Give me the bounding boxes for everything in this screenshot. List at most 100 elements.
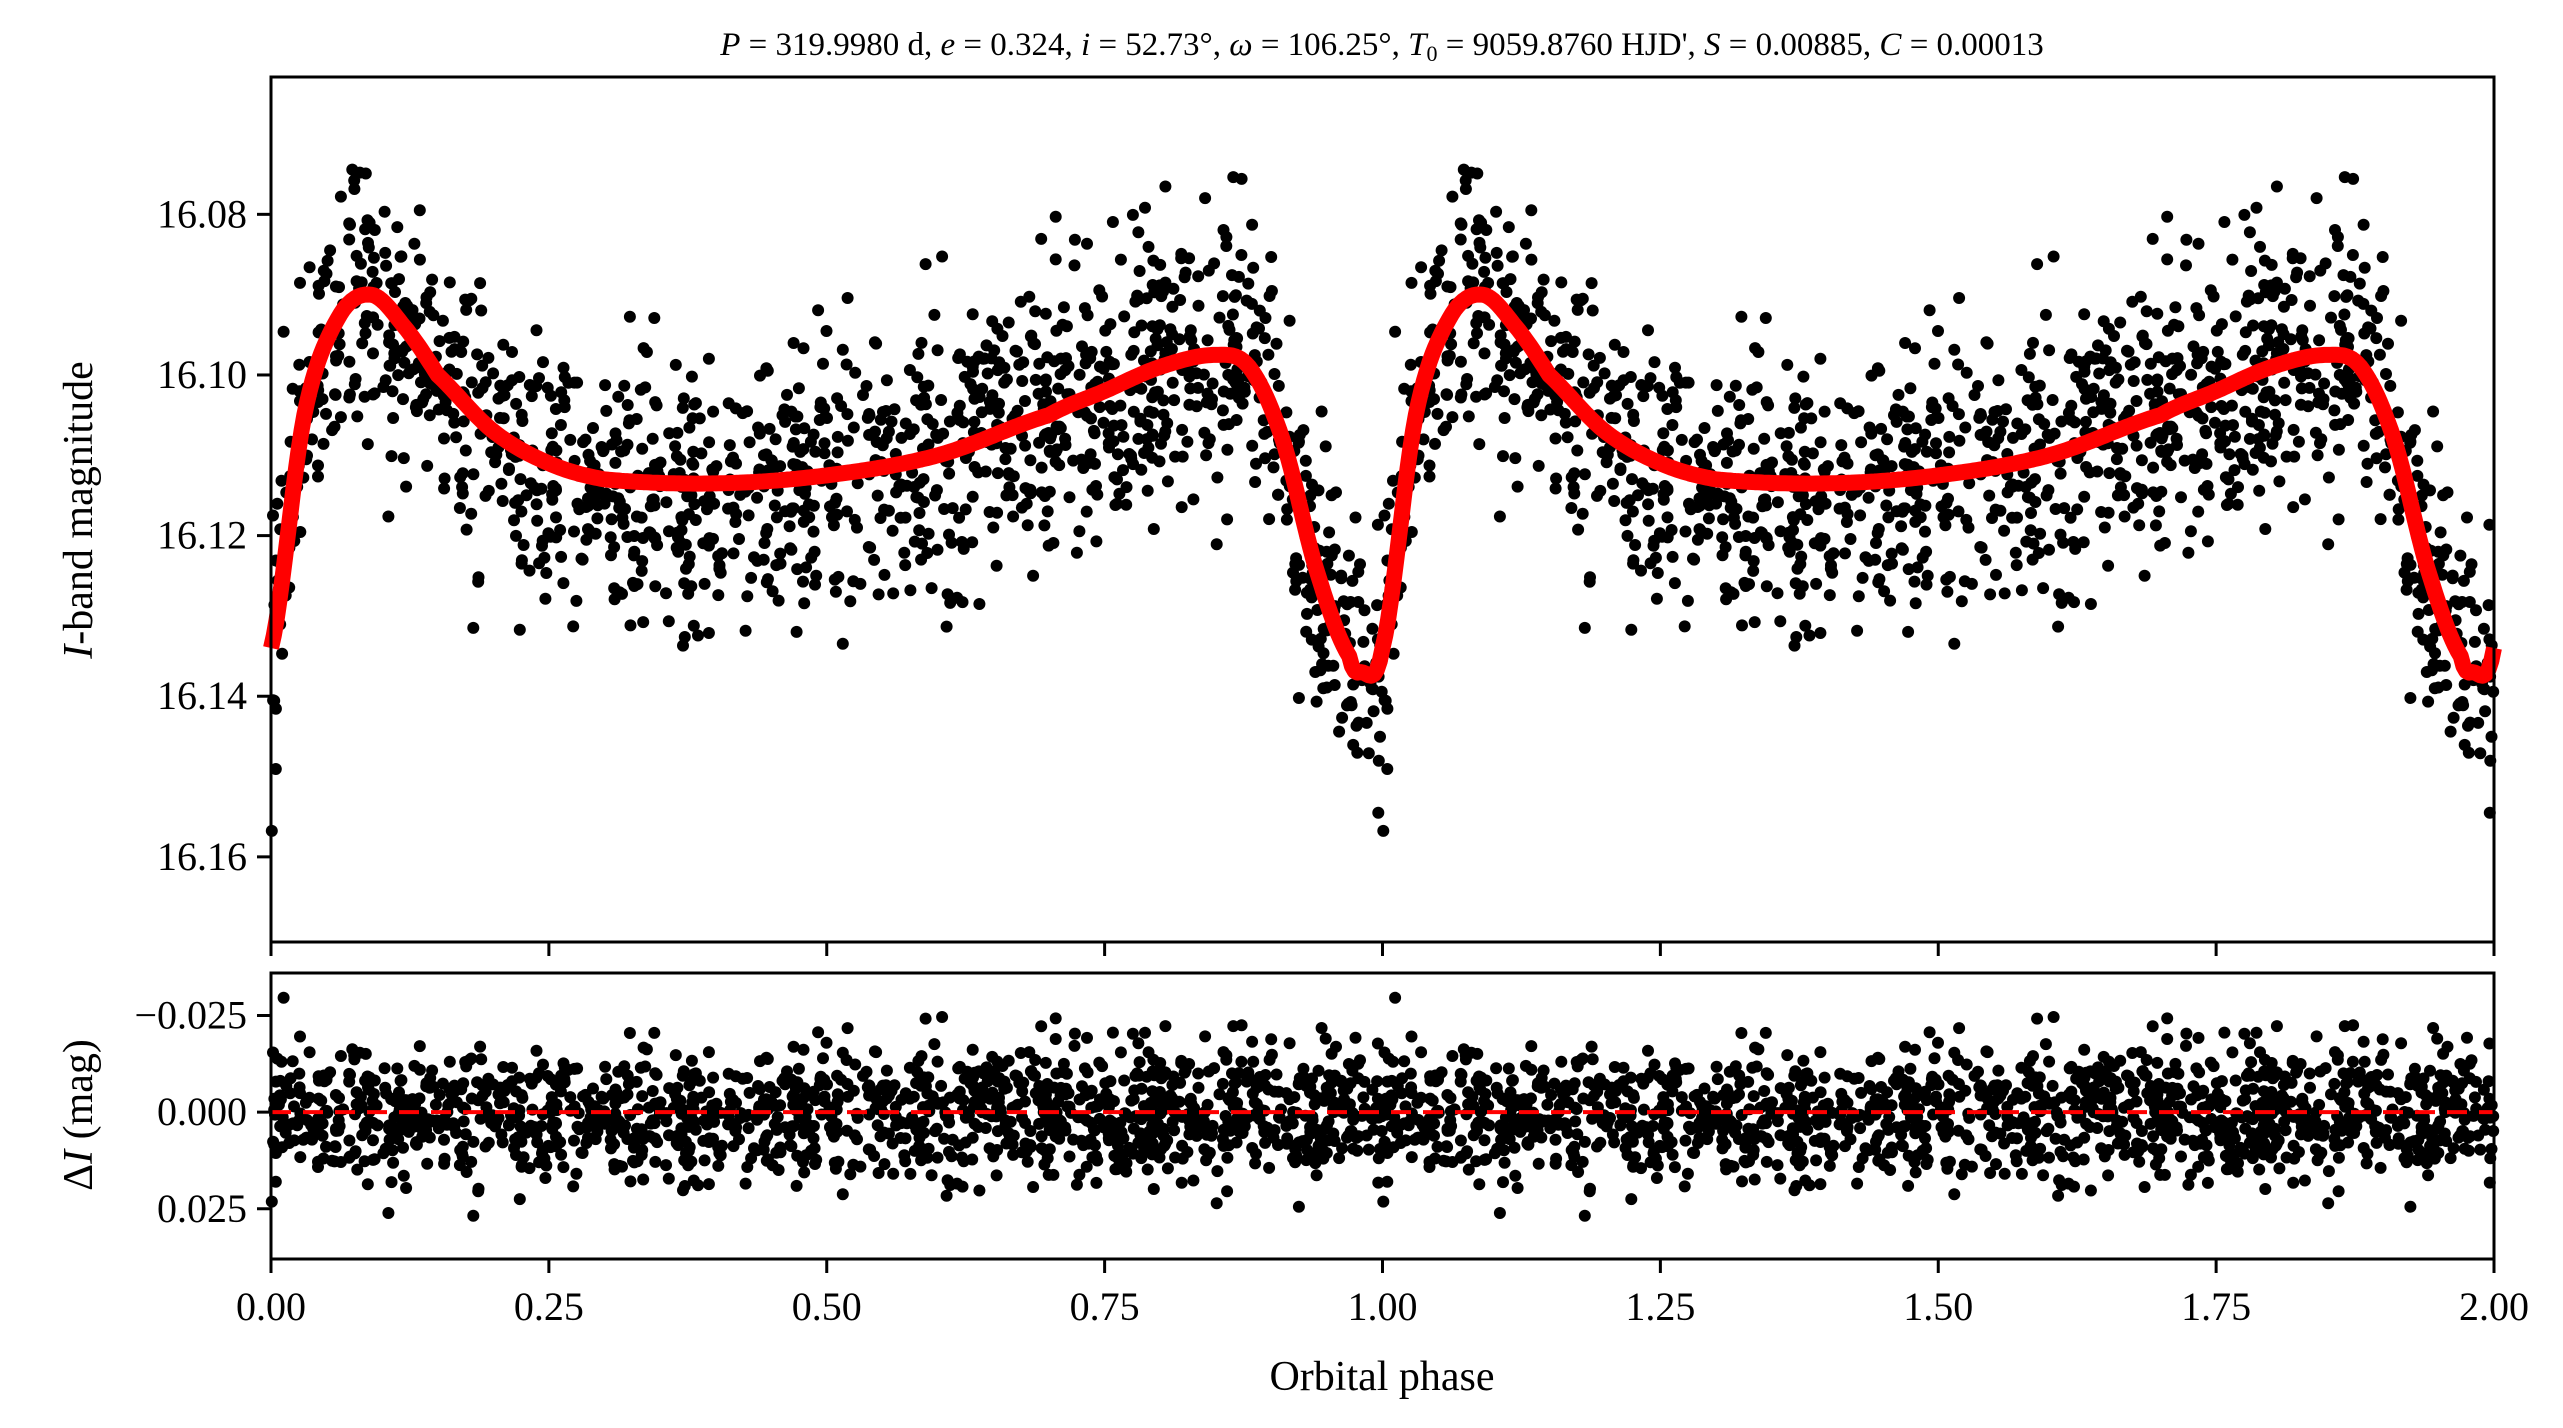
observation-point — [692, 629, 704, 642]
observation-point — [888, 403, 901, 416]
residual-point — [887, 1167, 900, 1180]
observation-point — [1216, 404, 1229, 417]
observation-point — [1583, 386, 1596, 399]
observation-point — [1429, 437, 1441, 450]
observation-point — [1460, 378, 1473, 391]
observation-point — [330, 354, 343, 367]
residual-point — [2372, 1121, 2385, 1134]
residual-point — [931, 1055, 944, 1068]
residual-point — [1694, 1095, 1706, 1108]
observation-point — [2064, 511, 2077, 524]
residual-point — [1315, 1022, 1328, 1034]
residual-point — [367, 1088, 380, 1100]
observation-point — [2391, 406, 2404, 419]
observation-point — [1972, 380, 1984, 392]
observation-point — [2108, 330, 2120, 342]
residual-point — [935, 1079, 948, 1092]
observation-point — [1670, 401, 1683, 414]
observation-point — [2097, 315, 2110, 328]
residual-point — [880, 1064, 893, 1077]
residual-point — [1057, 1057, 1070, 1070]
residual-point — [2122, 1070, 2135, 1083]
observation-point — [1496, 277, 1509, 290]
residual-point — [986, 1050, 999, 1063]
observation-point — [938, 503, 951, 515]
residual-point — [1535, 1131, 1548, 1144]
residual-point — [919, 1012, 932, 1025]
observation-point — [2340, 376, 2353, 389]
observation-point — [1596, 446, 1609, 459]
observation-point — [1535, 305, 1548, 318]
observation-point — [1998, 524, 2011, 537]
observation-point — [739, 624, 752, 637]
observation-point — [1175, 501, 1188, 514]
observation-point — [1814, 352, 1827, 365]
residual-point — [1998, 1167, 2011, 1180]
observation-point — [1268, 448, 1281, 461]
observation-point — [1953, 292, 1966, 304]
observation-point — [568, 525, 580, 538]
observation-point — [517, 539, 530, 551]
residual-point — [785, 1140, 798, 1153]
residual-point — [380, 1087, 393, 1100]
observation-point — [597, 444, 610, 457]
observation-point — [915, 553, 928, 566]
observation-point — [2011, 417, 2024, 430]
residual-point — [702, 1046, 715, 1059]
observation-point — [1118, 310, 1131, 323]
observation-point — [1003, 468, 1016, 481]
observation-point — [1305, 633, 1318, 646]
residual-point — [1899, 1040, 1912, 1053]
observation-point — [2333, 319, 2346, 332]
observation-point — [2190, 302, 2203, 315]
observation-point — [2102, 559, 2115, 572]
observation-point — [1637, 390, 1650, 403]
observation-point — [1354, 558, 1366, 571]
residual-point — [1606, 1128, 1619, 1141]
observation-point — [1029, 373, 1042, 386]
observation-point — [485, 446, 498, 459]
observation-point — [2029, 380, 2042, 393]
observation-point — [497, 338, 510, 351]
observation-point — [818, 447, 831, 460]
observation-point — [2049, 503, 2062, 515]
residual-point — [1835, 1087, 1848, 1100]
residual-point — [348, 1049, 361, 1062]
observation-point — [312, 470, 324, 483]
residual-point — [2250, 1026, 2263, 1039]
residual-point — [2458, 1142, 2471, 1155]
residual-point — [1625, 1193, 1638, 1206]
observation-point — [789, 410, 802, 423]
residual-point — [2253, 1163, 2266, 1176]
residual-point — [2218, 1026, 2231, 1039]
observation-point — [497, 412, 510, 425]
residual-point — [1673, 1063, 1686, 1076]
observation-point — [2279, 394, 2292, 407]
observation-point — [286, 382, 299, 395]
residual-point — [2065, 1060, 2078, 1073]
observation-point — [1490, 246, 1503, 259]
observation-point — [1923, 304, 1936, 317]
observation-point — [2358, 261, 2371, 274]
observation-point — [2429, 647, 2441, 660]
observation-point — [758, 537, 771, 549]
observation-point — [1047, 537, 1060, 549]
observation-point — [267, 509, 279, 522]
residual-point — [329, 1140, 341, 1153]
observation-point — [2405, 428, 2418, 441]
observation-point — [1041, 505, 1054, 518]
observation-point — [324, 244, 337, 257]
observation-point — [1719, 541, 1732, 554]
observation-point — [1480, 224, 1493, 236]
observation-point — [1077, 462, 1090, 474]
residual-point — [2084, 1184, 2097, 1197]
residual-point — [1578, 1209, 1591, 1222]
observation-point — [1360, 716, 1373, 729]
residual-point — [2226, 1046, 2239, 1059]
observation-point — [1835, 439, 1848, 452]
residual-point — [1990, 1158, 2002, 1171]
observation-point — [868, 553, 881, 566]
observation-point — [1928, 357, 1941, 370]
observation-point — [445, 345, 458, 358]
observation-point — [1084, 448, 1097, 461]
